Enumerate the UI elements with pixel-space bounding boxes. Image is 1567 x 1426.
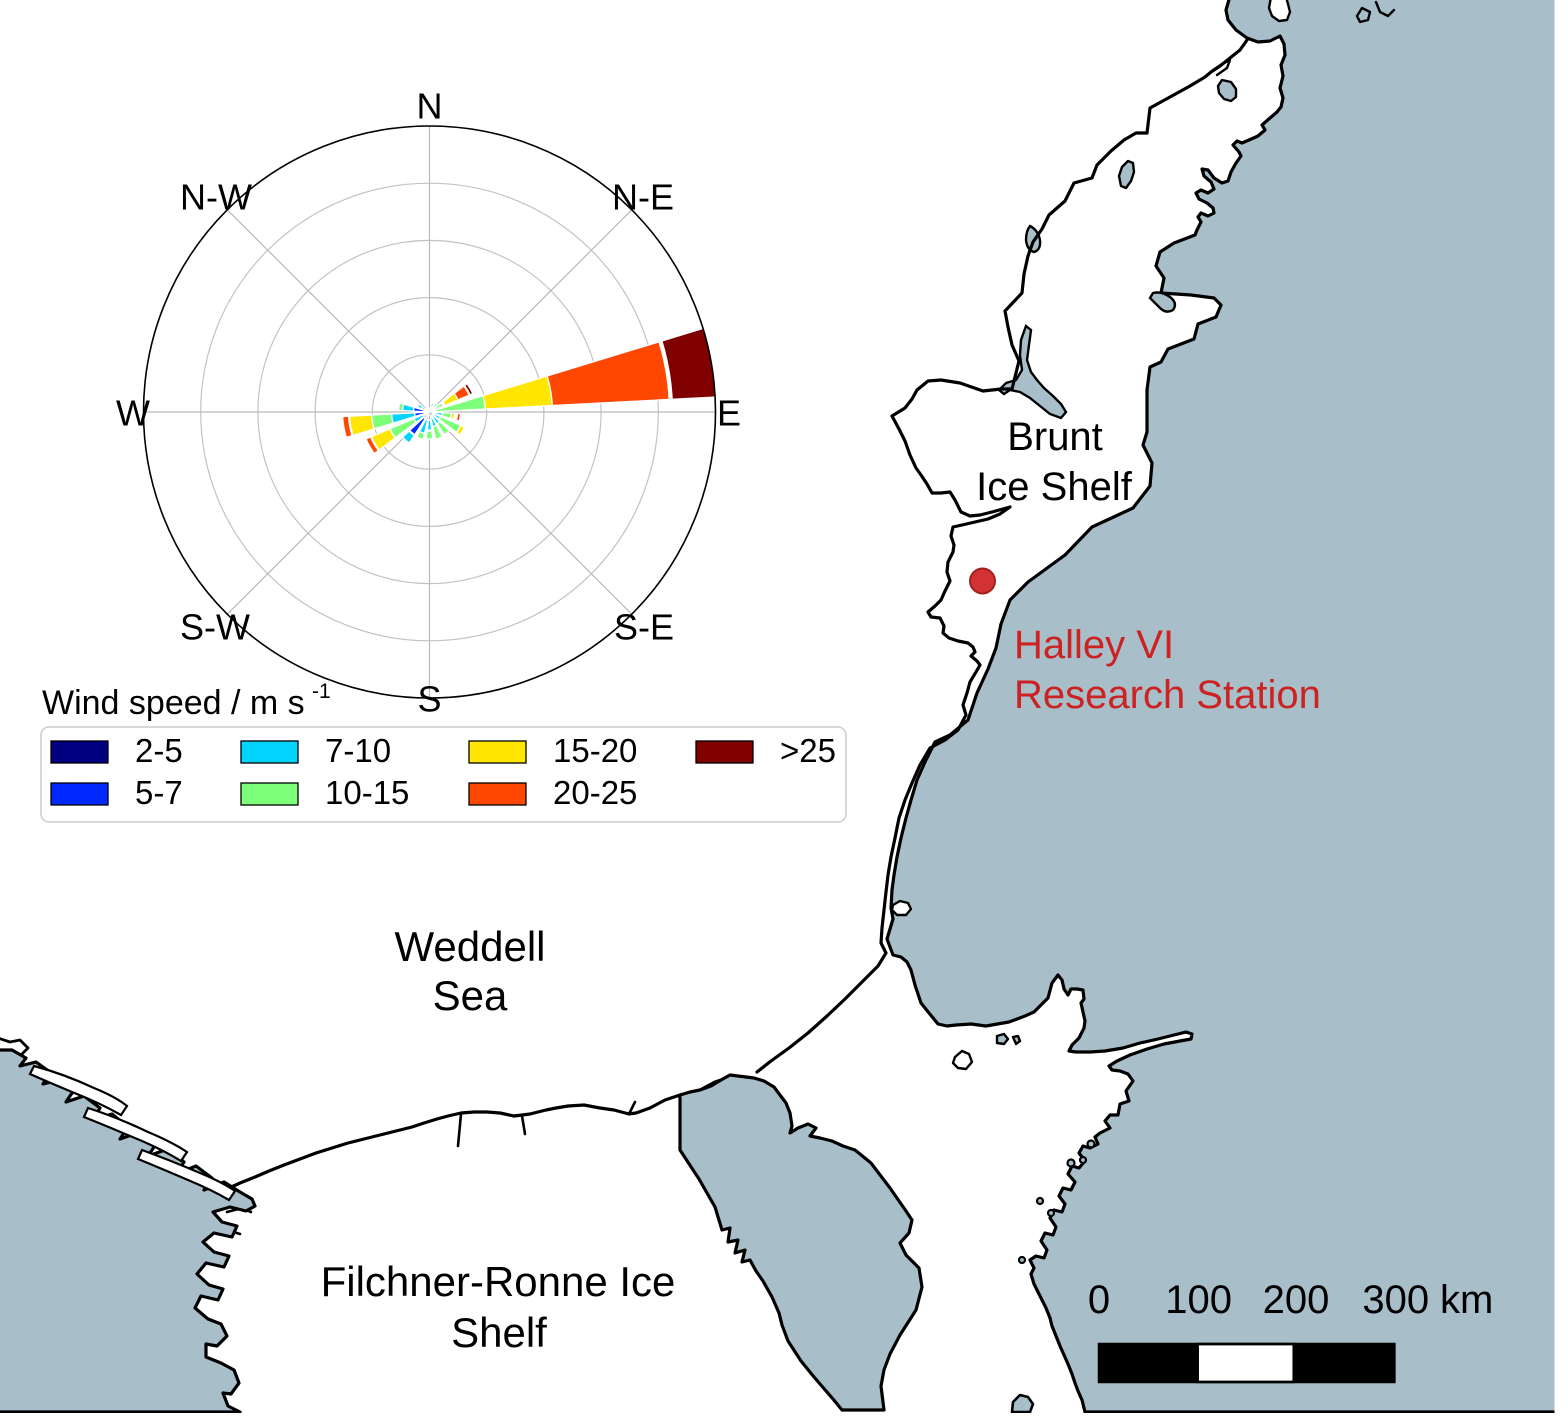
- svg-text:Research Station: Research Station: [1014, 673, 1321, 717]
- svg-text:100: 100: [1165, 1278, 1232, 1322]
- svg-text:Brunt: Brunt: [1007, 415, 1103, 459]
- svg-text:300: 300: [1362, 1278, 1429, 1322]
- svg-text:Sea: Sea: [433, 972, 508, 1019]
- svg-text:N: N: [417, 86, 443, 127]
- svg-text:20-25: 20-25: [553, 774, 637, 811]
- svg-text:2-5: 2-5: [135, 732, 183, 769]
- svg-text:0: 0: [1088, 1278, 1110, 1322]
- svg-text:10-15: 10-15: [325, 774, 409, 811]
- svg-text:Wind speed / m s: Wind speed / m s: [42, 684, 305, 722]
- svg-text:N-E: N-E: [612, 177, 674, 218]
- svg-text:7-10: 7-10: [325, 732, 391, 769]
- svg-text:N-W: N-W: [180, 177, 252, 218]
- svg-text:Ice Shelf: Ice Shelf: [976, 465, 1133, 509]
- svg-text:Weddell: Weddell: [395, 923, 546, 970]
- svg-text:W: W: [116, 393, 150, 434]
- svg-text:Filchner-Ronne Ice: Filchner-Ronne Ice: [321, 1258, 676, 1305]
- svg-text:S-E: S-E: [614, 607, 674, 648]
- svg-text:15-20: 15-20: [553, 732, 637, 769]
- svg-text:km: km: [1440, 1278, 1493, 1322]
- svg-text:-1: -1: [312, 680, 331, 703]
- svg-text:Shelf: Shelf: [451, 1309, 547, 1356]
- svg-text:200: 200: [1263, 1278, 1330, 1322]
- svg-text:5-7: 5-7: [135, 774, 183, 811]
- svg-text:Halley VI: Halley VI: [1014, 623, 1174, 667]
- svg-text:S-W: S-W: [180, 607, 250, 648]
- svg-text:>25: >25: [780, 732, 836, 769]
- svg-text:S: S: [417, 679, 441, 720]
- svg-text:E: E: [717, 393, 741, 434]
